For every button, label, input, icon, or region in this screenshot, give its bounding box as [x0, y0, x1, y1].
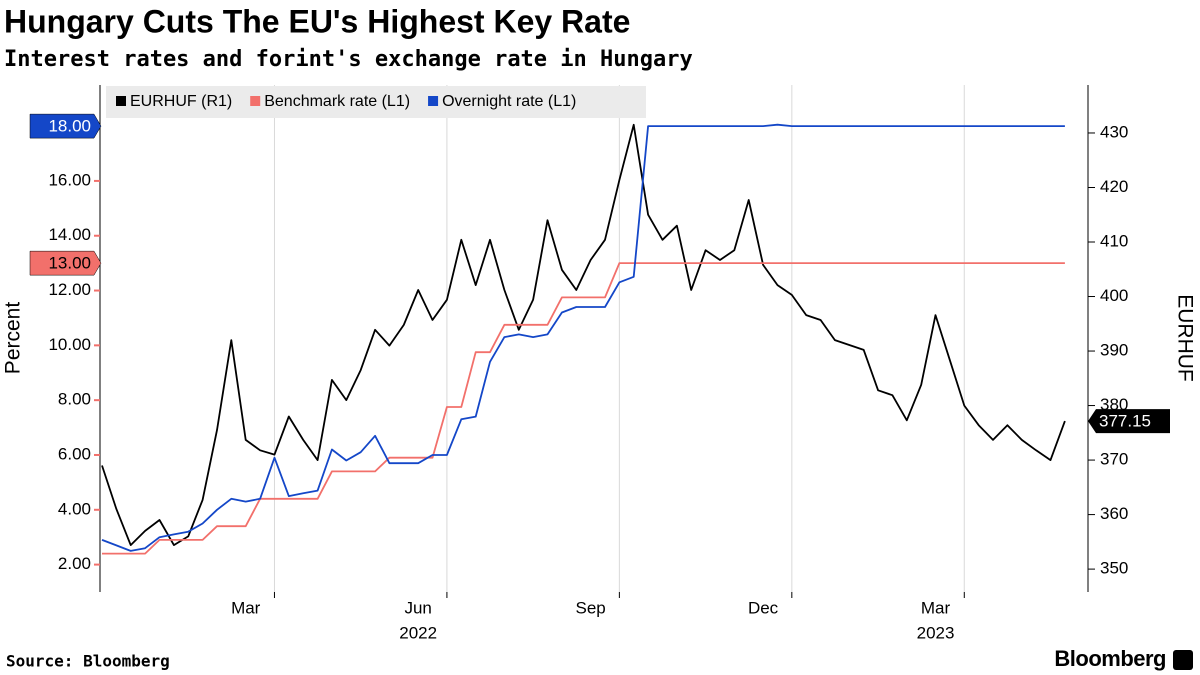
legend: EURHUF (R1) Benchmark rate (L1) Overnight … [106, 86, 646, 118]
last-value-box [29, 250, 102, 276]
legend-label: EURHUF (R1) [130, 93, 232, 110]
last-value-tag: 13.00 [29, 250, 102, 276]
x-year-label: 2022 [399, 623, 437, 642]
x-tick-label: Mar [921, 598, 951, 617]
legend-label: Benchmark rate (L1) [264, 93, 410, 110]
y-tick-label: 16.00 [48, 170, 91, 189]
y2-tick-label: 370 [1100, 450, 1128, 469]
x-tick-label: Mar [231, 598, 261, 617]
x-tick-label: Dec [748, 598, 779, 617]
legend-bg [106, 86, 646, 118]
y2-tick-label: 350 [1100, 559, 1128, 578]
last-value-box [1088, 409, 1170, 434]
x-year-label: 2023 [917, 623, 955, 642]
y-tick-label: 12.00 [48, 280, 91, 299]
y-tick-label: 6.00 [58, 444, 91, 463]
y2-tick-label: 430 [1100, 122, 1128, 141]
y2-tick-label: 410 [1100, 231, 1128, 250]
y-tick-label: 14.00 [48, 225, 91, 244]
series-line [102, 262, 1065, 555]
legend-swatch [250, 96, 261, 106]
series-line [101, 123, 1065, 552]
y2-axis-label: EURHUF [1173, 294, 1196, 382]
y2-tick-label: 420 [1100, 177, 1128, 196]
legend-swatch [428, 96, 439, 106]
x-tick-label: Sep [576, 598, 606, 617]
y-tick-label: 8.00 [58, 390, 91, 409]
y2-tick-label: 390 [1100, 341, 1128, 360]
last-value-box [29, 113, 102, 139]
y2-tick-label: 400 [1100, 286, 1128, 305]
last-value-tag: 18.00 [29, 113, 102, 139]
last-value-label: 18.00 [48, 117, 91, 136]
legend-label: Overnight rate (L1) [442, 93, 576, 110]
brand-icon [1173, 650, 1193, 670]
chart-subtitle: Interest rates and forint's exchange rat… [4, 47, 693, 72]
y2-tick-label: 360 [1100, 504, 1128, 523]
last-value-label: 377.15 [1099, 412, 1151, 431]
y-axis-label: Percent [2, 302, 25, 375]
y-tick-label: 2.00 [58, 554, 91, 573]
last-value-label: 13.00 [48, 254, 91, 273]
brand: Bloomberg [1054, 646, 1166, 671]
y-tick-label: 10.00 [48, 335, 91, 354]
last-value-tag: 377.15 [1088, 409, 1170, 434]
series-line [101, 123, 1066, 546]
source: Source: Bloomberg [6, 652, 170, 671]
chart-title: Hungary Cuts The EU's Highest Key Rate [4, 3, 630, 39]
y-tick-label: 4.00 [58, 499, 91, 518]
legend-swatch [116, 96, 126, 106]
x-tick-label: Jun [404, 598, 431, 617]
